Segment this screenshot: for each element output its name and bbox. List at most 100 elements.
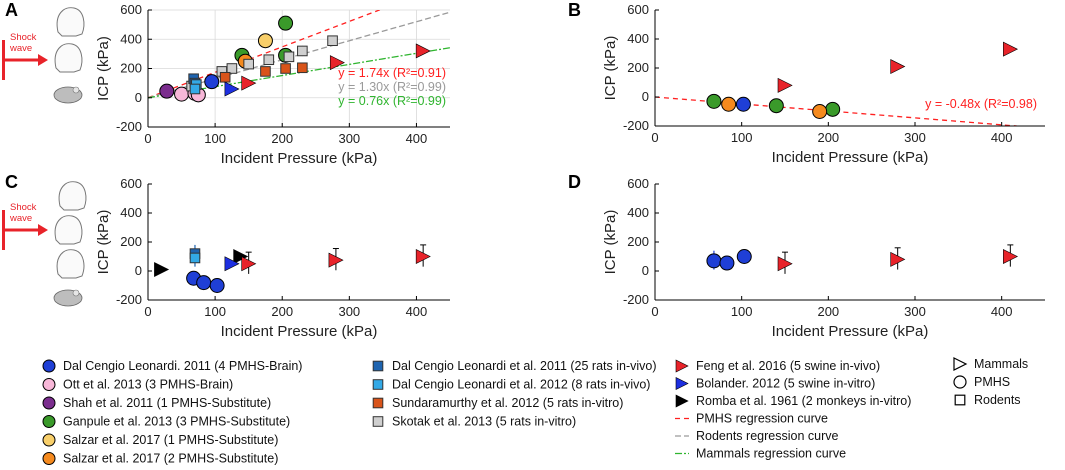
equation-label: y = 0.76x (R²=0.99) [338,94,446,108]
panel-label: C [5,172,18,192]
panel-label: A [5,0,18,20]
y-tick-label: -200 [116,119,142,134]
y-tick-label: 400 [120,205,142,220]
legend-marker-icon [953,375,967,389]
legend-col-4: Mammals PMHS Rodents [953,357,1028,407]
legend-col-1: Dal Cengio Leonardi. 2011 (4 PMHS-Brain)… [42,359,302,466]
data-point-salzar2 [812,104,828,119]
data-point-dal2012_rats [189,83,201,95]
y-tick-label: 600 [120,2,142,17]
data-point-dal2011_brain [196,275,212,291]
y-tick-label: 600 [627,2,649,17]
y-tick-label: 200 [120,61,142,76]
shock-wave-bar [2,210,5,250]
legend-marker-icon [372,397,384,409]
data-points [159,15,431,103]
data-point-feng [415,43,431,59]
legend-col-3: Feng et al. 2016 (5 swine in-vivo) Boland… [675,359,911,461]
data-point-feng [328,252,344,268]
y-tick-label: 0 [135,263,142,278]
y-tick-label: 200 [120,234,142,249]
x-axis-label: Incident Pressure (kPa) [221,323,378,340]
data-points [706,244,1019,274]
legend-label: Dal Cengio Leonardi et al. 2011 (25 rats… [392,359,657,373]
legend-label: Feng et al. 2016 (5 swine in-vivo) [696,359,880,373]
legend-label: Salzar et al. 2017 (2 PMHS-Substitute) [63,452,278,466]
legend-marker-icon [372,416,384,427]
legend-marker-icon [42,396,56,410]
legend-label: Dal Cengio Leonardi et al. 2012 (8 rats … [392,378,650,392]
y-tick-label: -200 [623,118,649,133]
data-point-feng [890,59,906,75]
legend-marker-icon [675,394,689,408]
data-point-bolander [224,81,240,97]
data-point-dal2011_brain [735,96,751,112]
x-tick-label: 0 [144,304,151,319]
y-axis-label: ICP (kPa) [95,210,112,275]
x-tick-label: 200 [817,130,839,145]
data-point-dal2011_brain [719,255,735,271]
x-tick-label: 100 [731,130,753,145]
y-tick-label: 200 [627,234,649,249]
data-point-feng [777,77,793,93]
data-point-ganpule [768,98,784,114]
legend-label: Dal Cengio Leonardi. 2011 (4 PMHS-Brain) [63,359,302,373]
y-axis-label: ICP (kPa) [602,36,619,101]
data-point-sundaramurthy [260,66,271,77]
panel-label: B [568,0,581,20]
legend-label: Sundaramurthy et al. 2012 (5 rats in-vit… [392,396,623,410]
x-tick-label: 0 [651,130,658,145]
legend-marker-icon [953,357,968,371]
rat-icon-ear [72,289,80,297]
y-tick-label: 0 [642,89,649,104]
data-point-salzar2 [721,96,737,112]
x-tick-label: 0 [651,304,658,319]
rat-icon-ear [72,86,80,94]
legend-marker-icon [42,415,56,428]
data-point-romba [154,262,170,278]
pig-head-icon [54,215,83,245]
legend-marker-icon [42,433,56,447]
shock-wave-arrowhead [38,224,48,236]
data-point-ganpule [825,101,841,117]
legend-marker-icon [42,452,56,465]
data-point-feng [890,251,906,267]
data-points [154,244,431,293]
x-tick-label: 100 [204,131,226,146]
x-tick-label: 300 [338,304,360,319]
y-tick-label: -200 [623,292,649,307]
y-tick-label: 400 [120,31,142,46]
data-point-skotak [263,54,275,66]
x-tick-label: 200 [271,131,293,146]
legend-marker-icon [372,360,384,372]
legend-label: Salzar et al. 2017 (1 PMHS-Substitute) [63,433,278,447]
data-point-skotak [226,63,238,74]
data-point-romba [233,249,249,264]
shock-wave-bar [2,40,5,80]
legend: Dal Cengio Leonardi. 2011 (4 PMHS-Brain)… [42,357,1028,466]
legend-label: Skotak et al. 2013 (5 rats in-vitro) [392,415,576,429]
data-point-feng [329,55,345,71]
x-tick-label: 100 [731,304,753,319]
legend-col-2: Dal Cengio Leonardi et al. 2011 (25 rats… [372,359,657,429]
data-point-sundaramurthy [297,62,308,74]
x-tick-label: 400 [406,304,428,319]
legend-label: PMHS regression curve [696,412,828,426]
data-points [706,41,1019,119]
x-tick-label: 200 [271,304,293,319]
y-tick-label: 600 [120,176,142,191]
data-point-feng [777,256,793,272]
data-point-salzar1 [257,33,273,49]
equation-label: y = -0.48x (R²=0.98) [925,97,1037,111]
legend-marker-icon [954,394,966,406]
human-head-icon [58,181,87,211]
legend-label: Ott et al. 2013 (3 PMHS-Brain) [63,378,233,392]
monkey-head-icon [56,249,85,279]
data-point-dal2011_brain [204,74,220,90]
